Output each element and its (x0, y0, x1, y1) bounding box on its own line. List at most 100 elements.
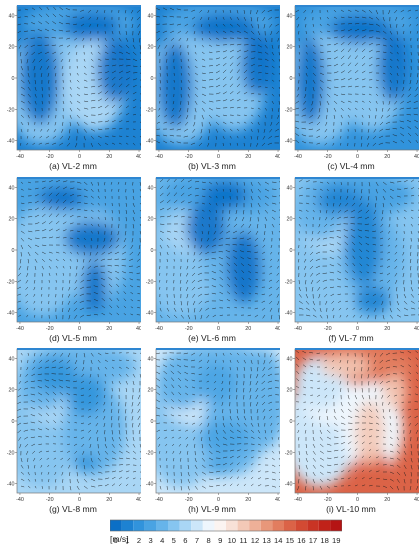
vector-arrow (30, 30, 36, 32)
vector-arrow (228, 209, 231, 214)
vector-arrow (27, 100, 31, 105)
vector-arrow (271, 202, 277, 205)
vector-arrow (76, 181, 82, 184)
vector-arrow (30, 414, 36, 417)
vector-arrow (402, 422, 405, 427)
vector-arrow (236, 359, 239, 363)
vector-arrow (350, 216, 356, 219)
vector-arrow (305, 58, 308, 62)
vector-arrow (62, 265, 65, 269)
vector-arrow (366, 249, 370, 253)
vector-arrow (236, 55, 241, 60)
vector-arrow (226, 262, 231, 267)
low-velocity-blob (202, 180, 248, 210)
vector-arrow (125, 408, 127, 414)
vector-arrow (212, 307, 217, 310)
vector-arrow (201, 436, 203, 442)
vector-arrow (330, 293, 335, 297)
vector-arrow (20, 107, 25, 111)
vector-arrow (206, 314, 210, 319)
vector-arrow (295, 356, 300, 361)
vector-arrow (76, 237, 80, 240)
vector-arrow (201, 485, 206, 489)
vector-arrow (75, 457, 78, 462)
vector-arrow (179, 279, 182, 284)
vector-arrow (382, 422, 386, 426)
vector-arrow (410, 464, 413, 470)
vector-arrow (111, 30, 114, 35)
vector-arrow (243, 16, 246, 21)
vector-arrow (305, 237, 307, 242)
vector-arrow (361, 107, 364, 110)
vector-arrow (403, 293, 407, 299)
vector-arrow (406, 107, 412, 109)
vector-arrow (18, 44, 22, 49)
vector-arrow (262, 16, 266, 21)
vector-arrow (118, 443, 123, 448)
vector-arrow (104, 359, 108, 362)
vector-arrow (41, 251, 46, 255)
vector-arrow (380, 114, 384, 119)
vector-arrow (375, 23, 380, 27)
vector-arrow (319, 436, 323, 441)
vector-arrow (243, 69, 248, 74)
vector-arrow (373, 250, 377, 253)
x-tick-label: -40 (16, 326, 24, 332)
vector-arrow (278, 237, 280, 241)
vector-arrow (354, 434, 359, 438)
vector-arrow (137, 408, 141, 413)
vector-arrow (38, 13, 43, 18)
vector-arrow (83, 188, 88, 192)
vector-arrow (243, 76, 248, 81)
vector-arrow (236, 9, 239, 14)
vector-arrow (51, 44, 57, 46)
vector-arrow (156, 392, 161, 396)
vector-arrow (197, 286, 203, 290)
vector-arrow (184, 378, 189, 382)
vector-arrow (347, 85, 353, 88)
vector-arrow (394, 401, 398, 404)
vector-arrow (340, 16, 345, 19)
vector-arrow (88, 436, 92, 441)
vector-arrow (333, 100, 338, 105)
vector-arrow (257, 114, 261, 118)
vector-arrow (180, 237, 184, 241)
vector-arrow (204, 258, 210, 261)
vector-arrow (276, 293, 280, 298)
low-velocity-blob (64, 221, 120, 256)
y-tick-label: -40 (146, 139, 154, 145)
vector-arrow (60, 428, 64, 431)
vector-arrow (271, 100, 274, 104)
vector-arrow (185, 400, 189, 403)
y-tick-label: -20 (146, 279, 154, 285)
vector-arrow (40, 464, 43, 468)
vector-arrow (164, 436, 168, 439)
vector-arrow (264, 216, 268, 221)
low-velocity-blob (32, 357, 77, 393)
vector-arrow (97, 105, 103, 109)
vector-arrow (33, 359, 36, 364)
vector-arrow (95, 422, 99, 427)
vector-arrow (222, 456, 228, 459)
vector-arrow (359, 270, 363, 274)
vector-arrow (332, 359, 335, 363)
vector-arrow (62, 107, 65, 112)
vector-arrow (386, 114, 391, 118)
vector-arrow (83, 230, 87, 233)
vector-arrow (350, 223, 356, 225)
vector-arrow (205, 244, 210, 248)
vector-arrow (298, 478, 300, 484)
vector-arrow (319, 314, 323, 319)
vector-arrow (18, 265, 22, 271)
vector-arrow (354, 22, 360, 25)
vector-arrow (219, 263, 224, 267)
vector-arrow (100, 277, 106, 281)
vector-arrow (123, 291, 127, 295)
vector-arrow (73, 300, 78, 305)
vector-arrow (270, 422, 273, 426)
vector-arrow (201, 209, 205, 212)
vector-arrow (162, 7, 168, 11)
vector-arrow (101, 251, 106, 255)
vector-arrow (125, 77, 130, 81)
